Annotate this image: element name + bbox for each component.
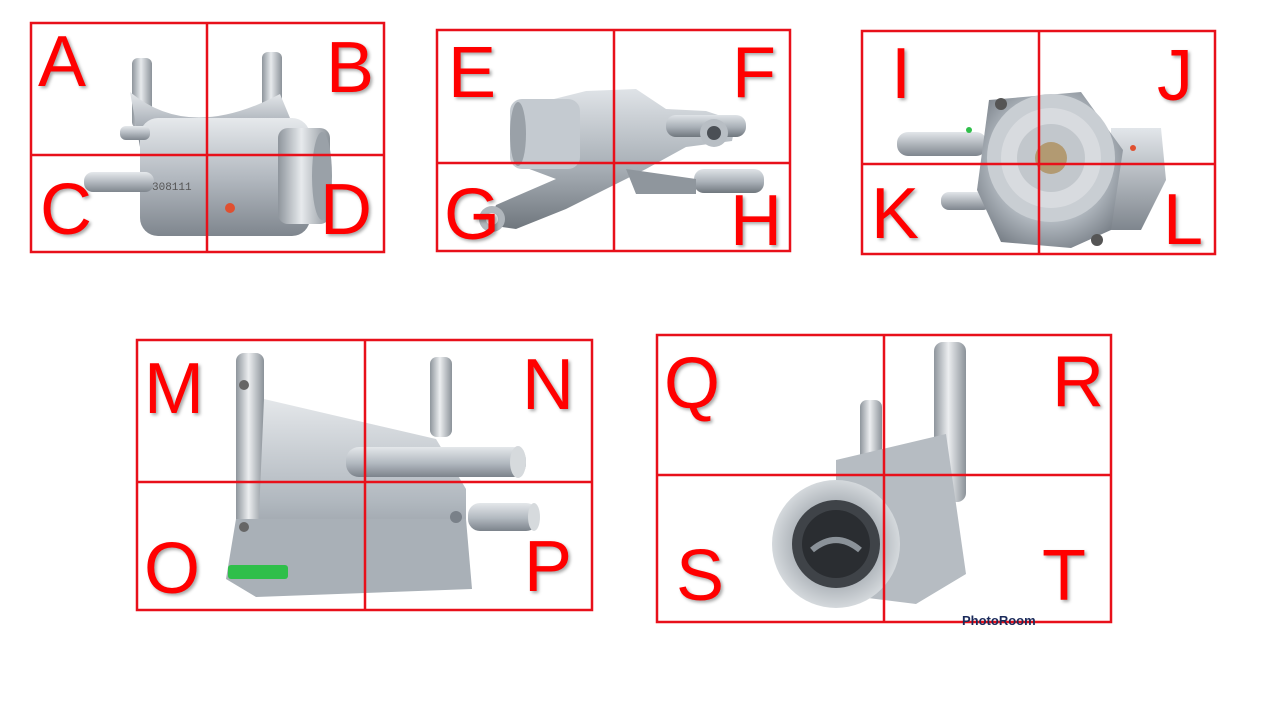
panel-abcd: 308111 A B C D: [29, 21, 386, 254]
label-s: S: [676, 536, 725, 616]
label-q: Q: [664, 344, 721, 424]
label-i: I: [891, 34, 912, 114]
panel-mnop: M N O P: [135, 338, 594, 612]
label-r: R: [1052, 342, 1104, 422]
part-photo-3: [897, 92, 1166, 248]
label-g: G: [444, 175, 501, 255]
label-t: T: [1042, 536, 1086, 616]
grid-lines-5: [655, 333, 1113, 624]
panel-ijkl: I J K L: [860, 29, 1217, 260]
label-e: E: [448, 33, 497, 113]
label-c: C: [40, 170, 92, 250]
panel-qrst: Q R S T PhotoRoom: [655, 333, 1113, 628]
part-photo-4: [226, 353, 540, 597]
grid-lines-3: [860, 29, 1217, 256]
part-photo-2: [479, 89, 764, 232]
panel-efgh: E F G H: [435, 28, 792, 257]
label-h: H: [730, 181, 782, 261]
label-p: P: [524, 527, 573, 607]
grid-lines-2: [435, 28, 792, 253]
watermark: PhotoRoom: [962, 613, 1036, 628]
label-k: K: [871, 174, 920, 254]
svg-text:308111: 308111: [152, 182, 192, 194]
label-d: D: [320, 170, 372, 250]
part-photo-5: [772, 342, 966, 608]
label-n: N: [522, 345, 574, 425]
grid-lines-1: [29, 21, 386, 254]
label-l: L: [1163, 180, 1204, 260]
label-b: B: [326, 28, 375, 108]
label-o: O: [144, 529, 201, 609]
label-a: A: [38, 22, 87, 102]
grid-lines-4: [135, 338, 594, 612]
label-f: F: [732, 33, 776, 113]
label-m: M: [144, 349, 204, 429]
label-j: J: [1157, 36, 1193, 116]
part-photo-1: 308111: [84, 52, 332, 236]
